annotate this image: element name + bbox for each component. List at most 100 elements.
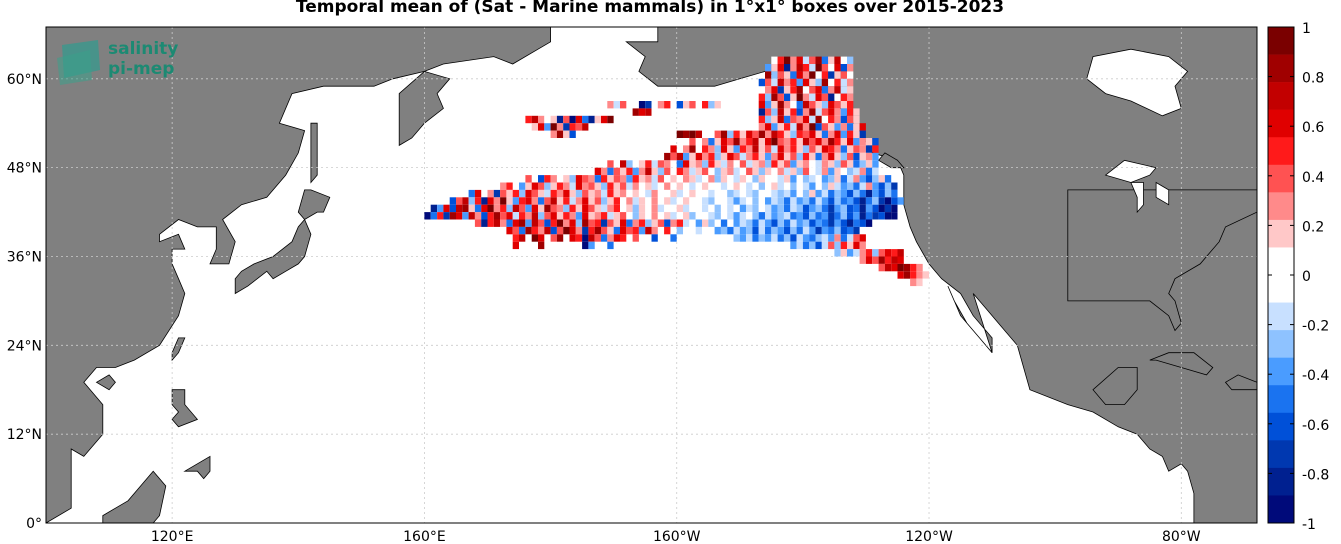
data-cell [582, 175, 589, 183]
data-cell [809, 226, 816, 235]
data-cell [519, 212, 526, 220]
data-cell [765, 212, 772, 220]
data-cell [651, 167, 658, 176]
data-cell [733, 145, 740, 153]
data-cell [847, 182, 854, 190]
data-cell [796, 212, 803, 220]
data-cell [815, 78, 822, 87]
data-cell [784, 189, 791, 198]
colorbar-tick-label: -0.2 [1302, 319, 1329, 335]
data-cell [865, 212, 873, 220]
data-cell [840, 130, 848, 138]
data-cell [607, 101, 614, 109]
data-cell [765, 93, 772, 101]
data-cell [702, 160, 709, 168]
data-cell [771, 145, 778, 153]
data-cell [752, 226, 759, 235]
data-cell [437, 204, 444, 213]
data-cell [695, 182, 703, 190]
data-cell [828, 86, 835, 94]
data-cell [632, 175, 639, 183]
data-cell [815, 115, 822, 124]
data-cell [638, 175, 646, 183]
data-cell [809, 175, 816, 183]
data-cell [739, 219, 747, 227]
data-cell [796, 78, 803, 87]
data-cell [689, 145, 696, 153]
data-cell [626, 182, 633, 190]
data-cell [512, 189, 520, 198]
data-cell [657, 189, 665, 198]
data-cell [702, 197, 709, 205]
data-cell [790, 115, 797, 124]
data-cell [664, 152, 671, 161]
data-cell [676, 160, 684, 168]
data-cell [765, 101, 772, 109]
colorbar-segment [1268, 164, 1294, 193]
data-cell [872, 175, 879, 183]
data-cell [544, 219, 551, 227]
data-cell [872, 167, 879, 176]
data-cell [802, 160, 810, 168]
data-cell [575, 212, 583, 220]
data-cell [752, 175, 759, 183]
data-cell [468, 212, 475, 220]
data-cell [620, 182, 627, 190]
data-cell [828, 167, 835, 176]
data-cell [916, 263, 923, 272]
data-cell [784, 145, 791, 153]
data-cell [720, 152, 728, 161]
data-cell [840, 115, 848, 124]
data-cell [695, 175, 703, 183]
data-cell [689, 152, 696, 161]
data-cell [765, 160, 772, 168]
data-cell [796, 86, 803, 94]
data-cell [878, 212, 885, 220]
data-cell [538, 226, 545, 235]
data-cell [796, 145, 803, 153]
data-cell [683, 197, 690, 205]
data-cell [582, 212, 589, 220]
data-cell [784, 71, 791, 79]
data-cell [645, 167, 652, 176]
data-cell [689, 167, 696, 176]
data-cell [796, 115, 803, 124]
data-cell [708, 138, 715, 146]
data-cell [525, 219, 532, 227]
data-cell [550, 212, 557, 220]
data-cell [474, 219, 482, 227]
data-cell [840, 108, 848, 116]
data-cell [809, 145, 816, 153]
data-cell [620, 226, 627, 235]
data-cell [865, 175, 873, 183]
data-cell [727, 152, 734, 161]
data-cell [796, 189, 803, 198]
data-cell [828, 138, 835, 146]
data-cell [538, 182, 545, 190]
data-cell [702, 182, 709, 190]
data-cell [771, 86, 778, 94]
data-cell [765, 145, 772, 153]
data-cell [746, 204, 753, 213]
data-cell [802, 130, 810, 138]
data-cell [708, 197, 715, 205]
data-cell [670, 219, 677, 227]
data-cell [784, 78, 791, 87]
data-cell [607, 241, 614, 250]
data-cell [771, 108, 778, 116]
data-cell [840, 182, 848, 190]
data-cell [626, 160, 633, 168]
data-cell [601, 204, 608, 213]
data-cell [790, 234, 797, 242]
data-cell [468, 197, 475, 205]
data-cell [758, 123, 766, 131]
data-cell [859, 249, 866, 257]
data-cell [670, 189, 677, 198]
data-cell [765, 234, 772, 242]
data-cell [525, 189, 532, 198]
data-cell [847, 249, 854, 257]
data-cell [821, 108, 829, 116]
data-cell [708, 145, 715, 153]
data-cell [752, 219, 759, 227]
data-cell [809, 167, 816, 176]
